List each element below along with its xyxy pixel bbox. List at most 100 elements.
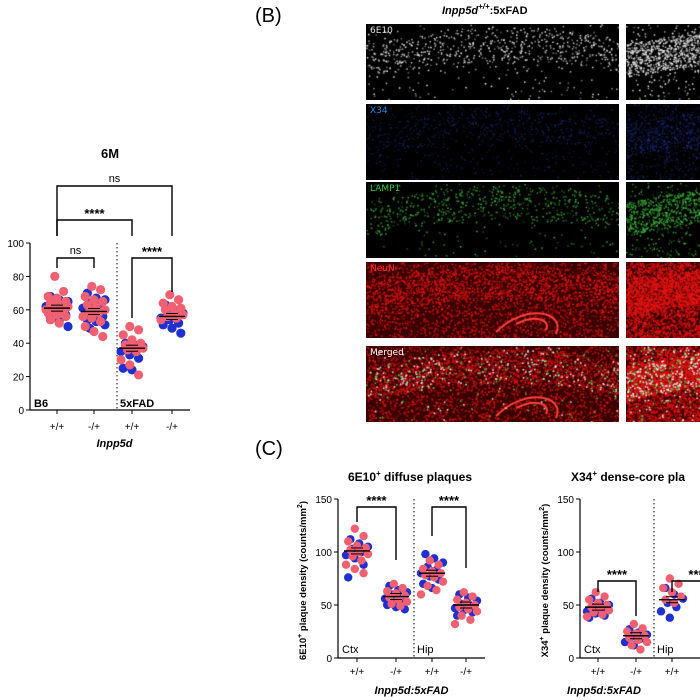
panel-label-c: (C): [255, 438, 283, 460]
significance-label: ****: [366, 493, 387, 508]
point-red: [118, 330, 128, 340]
point-red: [667, 588, 677, 597]
point-red: [50, 271, 60, 281]
y-tick-label: 0: [18, 406, 24, 417]
point-red: [134, 325, 144, 335]
point-red: [89, 326, 99, 337]
y-tick-label: 60: [13, 306, 25, 317]
point-red: [96, 285, 106, 295]
y-tick-label: 100: [557, 548, 574, 559]
point-red: [78, 311, 88, 322]
point-red: [396, 601, 405, 611]
point-red: [87, 313, 97, 323]
point-red: [468, 592, 477, 601]
chart-title-base: 6E10: [348, 470, 376, 484]
point-red: [80, 291, 90, 302]
point-red: [419, 564, 428, 574]
point-blue: [176, 328, 186, 338]
point-red: [361, 543, 370, 552]
y-tick-label: 0: [568, 654, 574, 665]
y-tick-label: 100: [7, 239, 24, 250]
y-tick-label: 150: [315, 495, 332, 506]
micrograph-image: [366, 104, 619, 180]
point-red: [659, 583, 668, 593]
micrograph-panel-x34: [626, 104, 700, 180]
point-blue: [421, 549, 430, 559]
chart-title: X34+ dense-core pla: [571, 469, 685, 484]
point-red: [134, 370, 144, 380]
point-red: [453, 595, 462, 604]
point-red: [450, 619, 460, 629]
micrograph-image: [626, 24, 700, 100]
point-red: [627, 641, 636, 650]
group-label: 5xFAD: [120, 398, 154, 410]
point-red: [357, 556, 366, 565]
point-red: [348, 552, 357, 561]
point-red: [623, 627, 632, 636]
y-axis-label: 6E10+ plaque density (counts/mm2): [297, 501, 309, 660]
y-tick-label: 20: [13, 373, 25, 384]
micrograph-image: [366, 346, 619, 422]
y-label-sup: +: [297, 634, 304, 638]
chart-title-base: X34: [571, 470, 593, 484]
point-red: [438, 577, 448, 586]
point-red: [52, 310, 62, 320]
point-red: [464, 605, 473, 614]
point-red: [116, 355, 126, 365]
micrograph-image: [626, 262, 700, 338]
micrograph-channel-label: Merged: [370, 348, 404, 358]
y-label-end: ): [298, 501, 309, 504]
point-red: [421, 571, 430, 580]
point-red: [457, 611, 466, 620]
point-red: [423, 581, 432, 591]
point-red: [416, 590, 426, 599]
point-blue: [665, 613, 674, 622]
x-axis-label: Inpp5d:5xFAD: [375, 685, 449, 697]
point-red: [472, 607, 482, 616]
micrograph-image: [366, 182, 619, 258]
point-red: [165, 290, 175, 300]
x-tick-label: +/+: [125, 422, 140, 433]
point-red: [350, 564, 359, 574]
point-red: [598, 610, 607, 619]
point-red: [455, 602, 464, 612]
x-axis-label: Inpp5d:5xFAD: [567, 685, 641, 697]
point-red: [387, 599, 396, 609]
point-blue: [656, 607, 666, 616]
point-red: [125, 360, 135, 370]
point-red: [638, 624, 647, 633]
micrograph-genotype: Inpp5d+/+:5xFAD: [442, 2, 528, 17]
x-tick-label: -/+: [88, 422, 100, 433]
point-red: [45, 315, 56, 325]
significance-bracket: [56, 219, 133, 236]
point-blue: [344, 573, 353, 582]
y-tick-label: 100: [315, 548, 332, 559]
micrograph-panel-lamp1: LAMP1: [366, 182, 619, 258]
x-tick-label: -/+: [630, 667, 642, 678]
significance-bracket: [431, 506, 467, 568]
point-red: [629, 619, 638, 629]
y-label-rest: plaque density (counts/mm: [298, 508, 309, 634]
point-red: [59, 286, 69, 297]
micrograph-genotype-base: Inpp5d: [442, 5, 478, 17]
point-red: [459, 588, 468, 597]
significance-label: ****: [142, 244, 163, 259]
x-tick-label: +/+: [350, 667, 365, 678]
x-tick-label: +/+: [425, 667, 440, 678]
micrograph-panel-6e10: 6E10: [366, 24, 619, 100]
point-red: [344, 537, 353, 546]
y-tick-label: 50: [563, 601, 575, 612]
chart-title: 6M: [101, 146, 119, 161]
x-tick-label: +/+: [50, 422, 65, 433]
y-label-sup2: 2: [297, 504, 304, 508]
y-tick-label: 40: [13, 339, 25, 350]
point-red: [400, 591, 409, 600]
significance-label: ****: [84, 206, 105, 221]
point-red: [604, 606, 614, 615]
micrograph-panel-lamp1: [626, 182, 700, 258]
point-red: [434, 560, 443, 569]
significance-bracket: [56, 257, 95, 268]
chart-title-sup: +: [592, 469, 597, 478]
group-label: Hip: [417, 644, 434, 656]
